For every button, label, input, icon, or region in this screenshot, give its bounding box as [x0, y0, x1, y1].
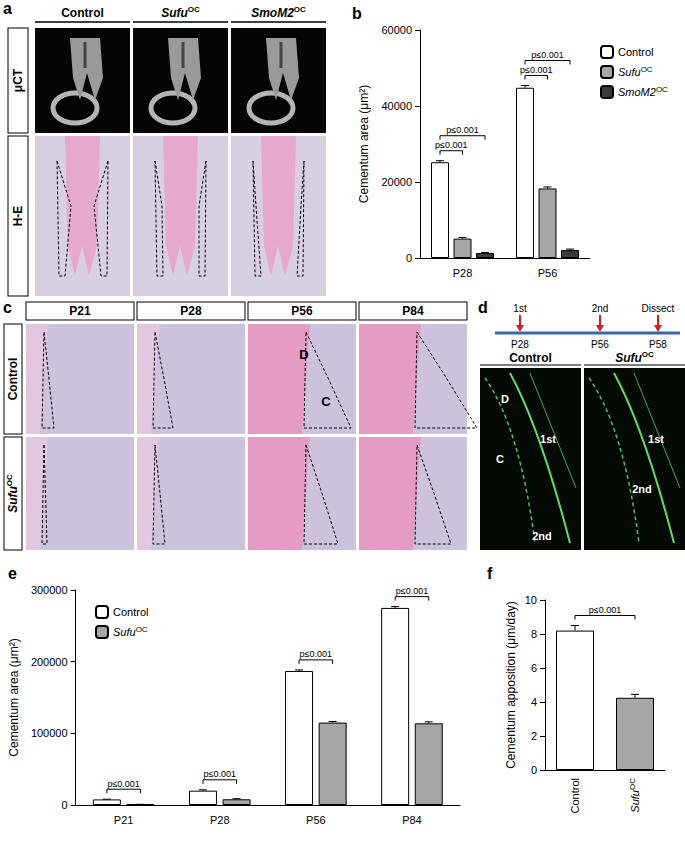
- svg-text:OC: OC: [628, 778, 637, 790]
- svg-text:1st: 1st: [513, 303, 527, 314]
- svg-text:p≤0.001: p≤0.001: [531, 50, 563, 60]
- svg-text:p≤0.001: p≤0.001: [204, 769, 236, 779]
- svg-text:SufuOC: SufuOC: [161, 5, 200, 20]
- svg-text:2nd: 2nd: [592, 303, 609, 314]
- svg-text:p≤0.001: p≤0.001: [589, 605, 621, 615]
- svg-text:P28: P28: [180, 304, 202, 318]
- svg-text:P58: P58: [649, 339, 667, 350]
- svg-text:μCT: μCT: [11, 68, 25, 92]
- svg-text:SufuOC: SufuOC: [615, 350, 654, 365]
- svg-text:C: C: [496, 453, 504, 465]
- svg-text:P56: P56: [306, 814, 326, 826]
- svg-text:2nd: 2nd: [632, 483, 652, 495]
- svg-text:100000: 100000: [31, 727, 68, 739]
- svg-text:200000: 200000: [31, 656, 68, 668]
- svg-text:P21: P21: [69, 304, 91, 318]
- svg-text:1st: 1st: [648, 433, 664, 445]
- svg-text:P28: P28: [210, 814, 230, 826]
- svg-text:20000: 20000: [381, 176, 412, 188]
- svg-text:P56: P56: [291, 304, 313, 318]
- svg-text:P84: P84: [402, 304, 424, 318]
- svg-text:f: f: [487, 565, 493, 582]
- svg-text:SufuOC: SufuOC: [5, 474, 20, 513]
- svg-text:P84: P84: [402, 814, 422, 826]
- svg-text:300000: 300000: [31, 584, 68, 596]
- svg-text:8: 8: [531, 628, 537, 640]
- svg-text:e: e: [8, 565, 17, 582]
- svg-text:40000: 40000: [381, 100, 412, 112]
- svg-text:D: D: [501, 393, 509, 405]
- svg-text:p≤0.001: p≤0.001: [435, 140, 467, 150]
- svg-text:Cementum area (μm²): Cementum area (μm²): [357, 85, 371, 203]
- svg-text:0: 0: [531, 764, 537, 776]
- svg-text:p≤0.001: p≤0.001: [107, 779, 139, 789]
- svg-text:Control: Control: [618, 46, 653, 58]
- svg-text:C: C: [321, 394, 331, 409]
- svg-text:b: b: [352, 5, 362, 22]
- svg-text:c: c: [3, 299, 12, 316]
- svg-text:H-E: H-E: [11, 206, 25, 227]
- svg-text:Cementum area (μm²): Cementum area (μm²): [7, 638, 21, 756]
- svg-text:D: D: [299, 347, 308, 362]
- svg-text:OC: OC: [656, 85, 668, 94]
- svg-text:60000: 60000: [381, 24, 412, 36]
- svg-text:p≤0.001: p≤0.001: [520, 65, 552, 75]
- svg-text:Sufu: Sufu: [629, 790, 641, 813]
- svg-text:4: 4: [531, 696, 537, 708]
- svg-text:6: 6: [531, 662, 537, 674]
- svg-text:Sufu: Sufu: [618, 66, 641, 78]
- svg-text:SmoM2OC: SmoM2OC: [251, 5, 306, 20]
- svg-text:P56: P56: [538, 267, 558, 279]
- svg-text:P28: P28: [511, 339, 529, 350]
- svg-text:Sufu: Sufu: [113, 626, 136, 638]
- svg-text:Control: Control: [6, 358, 20, 401]
- svg-text:OC: OC: [136, 625, 148, 634]
- svg-text:P56: P56: [591, 339, 609, 350]
- svg-text:10: 10: [525, 594, 537, 606]
- svg-text:Control: Control: [113, 606, 148, 618]
- svg-text:2: 2: [531, 730, 537, 742]
- svg-text:Control: Control: [509, 351, 552, 365]
- svg-text:SmoM2: SmoM2: [618, 86, 656, 98]
- svg-text:p≤0.001: p≤0.001: [300, 649, 332, 659]
- svg-text:0: 0: [61, 799, 67, 811]
- svg-text:P28: P28: [453, 267, 473, 279]
- svg-text:Control: Control: [61, 6, 104, 20]
- svg-text:p≤0.001: p≤0.001: [446, 125, 478, 135]
- svg-text:0: 0: [406, 252, 412, 264]
- svg-text:p≤0.001: p≤0.001: [396, 586, 428, 596]
- svg-text:Control: Control: [569, 778, 581, 813]
- svg-text:a: a: [3, 0, 12, 17]
- svg-text:P21: P21: [114, 814, 134, 826]
- svg-text:Dissect: Dissect: [642, 303, 675, 314]
- svg-text:Cementum apposition (μm/day): Cementum apposition (μm/day): [504, 601, 518, 769]
- svg-text:OC: OC: [641, 65, 653, 74]
- svg-text:1st: 1st: [540, 433, 556, 445]
- svg-text:d: d: [478, 299, 488, 316]
- svg-text:2nd: 2nd: [532, 530, 552, 542]
